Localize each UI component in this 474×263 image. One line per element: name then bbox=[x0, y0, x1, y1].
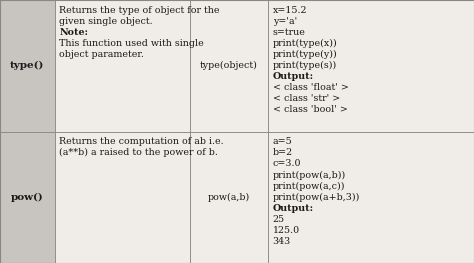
Text: print(type(y)): print(type(y)) bbox=[273, 50, 337, 59]
Text: pow(a,b): pow(a,b) bbox=[208, 193, 250, 202]
Text: a=5: a=5 bbox=[273, 137, 292, 146]
Text: c=3.0: c=3.0 bbox=[273, 159, 301, 168]
Text: given single object.: given single object. bbox=[59, 17, 153, 26]
Text: object parameter.: object parameter. bbox=[59, 50, 144, 59]
Text: Returns the computation of ab i.e.: Returns the computation of ab i.e. bbox=[59, 137, 224, 146]
Bar bbox=[0, 132, 55, 263]
Bar bbox=[268, 0, 474, 132]
Text: This function used with single: This function used with single bbox=[59, 39, 204, 48]
Text: print(pow(a+b,3)): print(pow(a+b,3)) bbox=[273, 193, 360, 202]
Bar bbox=[0, 0, 55, 132]
Text: Output:: Output: bbox=[273, 204, 314, 213]
Text: 343: 343 bbox=[273, 237, 291, 246]
Text: < class 'bool' >: < class 'bool' > bbox=[273, 105, 347, 114]
Text: < class 'float' >: < class 'float' > bbox=[273, 83, 348, 92]
Bar bbox=[190, 132, 268, 263]
Text: < class 'str' >: < class 'str' > bbox=[273, 94, 340, 103]
Text: Note:: Note: bbox=[59, 28, 88, 37]
Text: y='a': y='a' bbox=[273, 17, 297, 26]
Text: print(type(x)): print(type(x)) bbox=[273, 39, 337, 48]
Text: 25: 25 bbox=[273, 215, 285, 224]
Text: (a**b) a raised to the power of b.: (a**b) a raised to the power of b. bbox=[59, 148, 218, 158]
Bar bbox=[55, 132, 190, 263]
Bar bbox=[55, 0, 190, 132]
Text: Output:: Output: bbox=[273, 72, 314, 81]
Text: pow(): pow() bbox=[11, 193, 44, 202]
Text: print(pow(a,b)): print(pow(a,b)) bbox=[273, 170, 346, 180]
Text: print(pow(a,c)): print(pow(a,c)) bbox=[273, 181, 345, 191]
Text: print(type(s)): print(type(s)) bbox=[273, 61, 337, 70]
Text: 125.0: 125.0 bbox=[273, 226, 300, 235]
Bar bbox=[268, 132, 474, 263]
Text: type(object): type(object) bbox=[200, 61, 258, 70]
Text: Returns the type of object for the: Returns the type of object for the bbox=[59, 6, 220, 15]
Text: type(): type() bbox=[10, 61, 45, 70]
Bar bbox=[190, 0, 268, 132]
Text: s=true: s=true bbox=[273, 28, 305, 37]
Text: b=2: b=2 bbox=[273, 148, 292, 157]
Text: x=15.2: x=15.2 bbox=[273, 6, 307, 15]
